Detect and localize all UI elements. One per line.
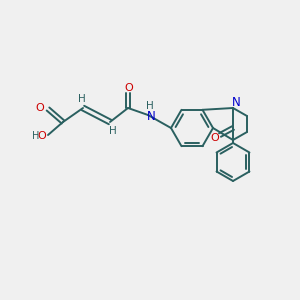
- Text: O: O: [37, 131, 46, 141]
- Text: H: H: [32, 131, 39, 141]
- Text: O: O: [124, 83, 134, 93]
- Text: H: H: [78, 94, 86, 104]
- Text: O: O: [35, 103, 44, 113]
- Text: H: H: [146, 101, 154, 111]
- Text: O: O: [211, 133, 219, 143]
- Text: N: N: [147, 110, 155, 122]
- Text: H: H: [109, 126, 117, 136]
- Text: N: N: [232, 97, 240, 110]
